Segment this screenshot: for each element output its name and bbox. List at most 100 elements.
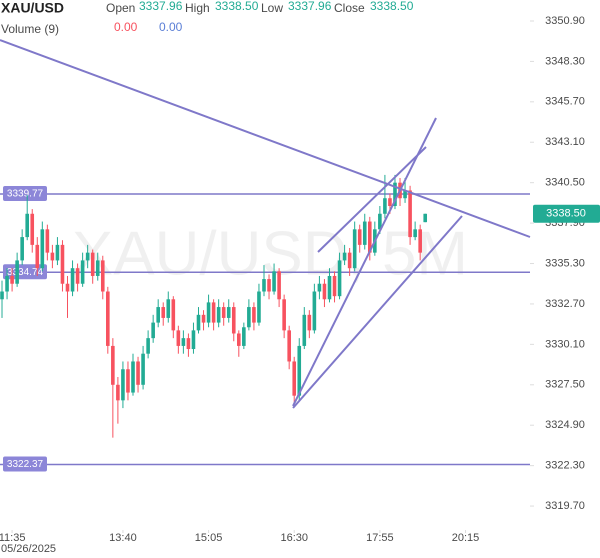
level-label-box — [3, 456, 47, 472]
volume-value: 0.00 — [114, 20, 138, 34]
x-tick-label: 13:40 — [109, 532, 137, 544]
candle-body — [282, 299, 286, 331]
candle-body — [383, 198, 387, 214]
y-tick-label: 3350.90 — [545, 15, 585, 27]
candle-body — [413, 229, 417, 238]
candle-body — [378, 213, 382, 230]
trend-line — [292, 117, 437, 407]
candle-body — [362, 221, 367, 245]
candle-body — [267, 279, 271, 292]
open-label: Open — [106, 1, 135, 15]
candle-body — [121, 369, 125, 401]
candle-body — [287, 330, 291, 362]
candle-body — [55, 244, 60, 261]
candle-body — [211, 302, 216, 323]
high-label: High — [185, 1, 210, 15]
candle-body — [252, 307, 256, 323]
candle-body — [181, 338, 186, 346]
candle-body — [166, 299, 171, 318]
x-tick-label: 20:15 — [452, 532, 480, 544]
candle-body — [272, 271, 276, 292]
candle-body — [141, 353, 145, 385]
candle-body — [95, 260, 100, 276]
y-tick-label: 3324.90 — [545, 419, 585, 431]
candle-body — [176, 330, 181, 346]
candle-body — [388, 198, 392, 206]
y-tick-label: 3340.50 — [545, 177, 585, 189]
candle-body — [30, 213, 35, 245]
candle-body — [35, 244, 40, 269]
candle-body — [196, 314, 201, 331]
candle-body — [403, 190, 407, 199]
candle-body — [257, 291, 261, 323]
candle-body — [25, 213, 30, 238]
candle-body — [75, 268, 80, 284]
candle-body — [60, 244, 65, 284]
candle-body — [186, 338, 191, 350]
open-value: 3337.96 — [139, 0, 183, 13]
trend-line — [292, 215, 463, 409]
level-label-box — [3, 186, 47, 202]
candle-body — [221, 307, 226, 318]
candle-body — [146, 338, 150, 354]
candle-body — [347, 252, 352, 269]
candle-body — [322, 283, 327, 300]
low-label: Low — [261, 1, 283, 15]
candle-body — [206, 302, 211, 323]
candle-body — [100, 260, 105, 292]
candle-body — [393, 182, 397, 206]
candle-body — [357, 229, 362, 245]
symbol: XAU/USD — [1, 0, 64, 16]
candle-body — [337, 260, 342, 297]
candle-body — [90, 252, 95, 276]
candle-body — [20, 237, 24, 261]
candle-body — [0, 291, 4, 300]
volume-value: 0.00 — [159, 20, 183, 34]
candle-body — [65, 283, 70, 292]
candle-body — [50, 252, 55, 261]
candle-body — [242, 327, 246, 346]
candle-body — [5, 275, 9, 292]
watermark: XAU/USD, 5M — [72, 219, 468, 288]
x-tick-label: 17:55 — [366, 532, 394, 544]
candle-body — [126, 369, 130, 393]
candle-body — [352, 229, 357, 269]
date-label: 05/26/2025 — [1, 543, 56, 555]
last-price-box — [533, 204, 600, 223]
candle-body — [201, 314, 206, 323]
candle-body — [85, 252, 90, 261]
candle-body — [15, 260, 19, 284]
trend-lines — [0, 39, 531, 409]
candle-body — [131, 361, 135, 393]
low-value: 3337.96 — [288, 0, 332, 13]
candle-body — [297, 345, 302, 396]
candle-body — [171, 299, 176, 331]
candle-body — [332, 275, 337, 297]
candle-body — [161, 307, 166, 318]
candle-body — [70, 268, 75, 292]
candle-body — [80, 260, 85, 284]
candle-body — [151, 322, 155, 339]
y-tick-label: 3345.70 — [545, 96, 585, 108]
trend-line — [317, 146, 427, 253]
candle-body — [237, 333, 241, 346]
candle-body — [10, 275, 14, 284]
close-value: 3338.50 — [370, 0, 414, 13]
close-label: Close — [334, 1, 365, 15]
trend-line — [0, 39, 531, 238]
candle-body — [302, 314, 307, 346]
candle-body — [226, 307, 231, 318]
last-price-label: 3338.50 — [546, 208, 586, 220]
x-tick-label: 11:35 — [0, 532, 25, 544]
candle-body — [136, 361, 140, 385]
candle-body — [423, 213, 428, 223]
candle-body — [156, 307, 160, 323]
candle-body — [312, 291, 317, 331]
candle-body — [418, 229, 422, 253]
candle-body — [317, 283, 322, 292]
x-tick-label: 16:30 — [280, 532, 308, 544]
candle-body — [342, 252, 347, 261]
candle-body — [191, 330, 196, 350]
candle-body — [247, 307, 251, 328]
